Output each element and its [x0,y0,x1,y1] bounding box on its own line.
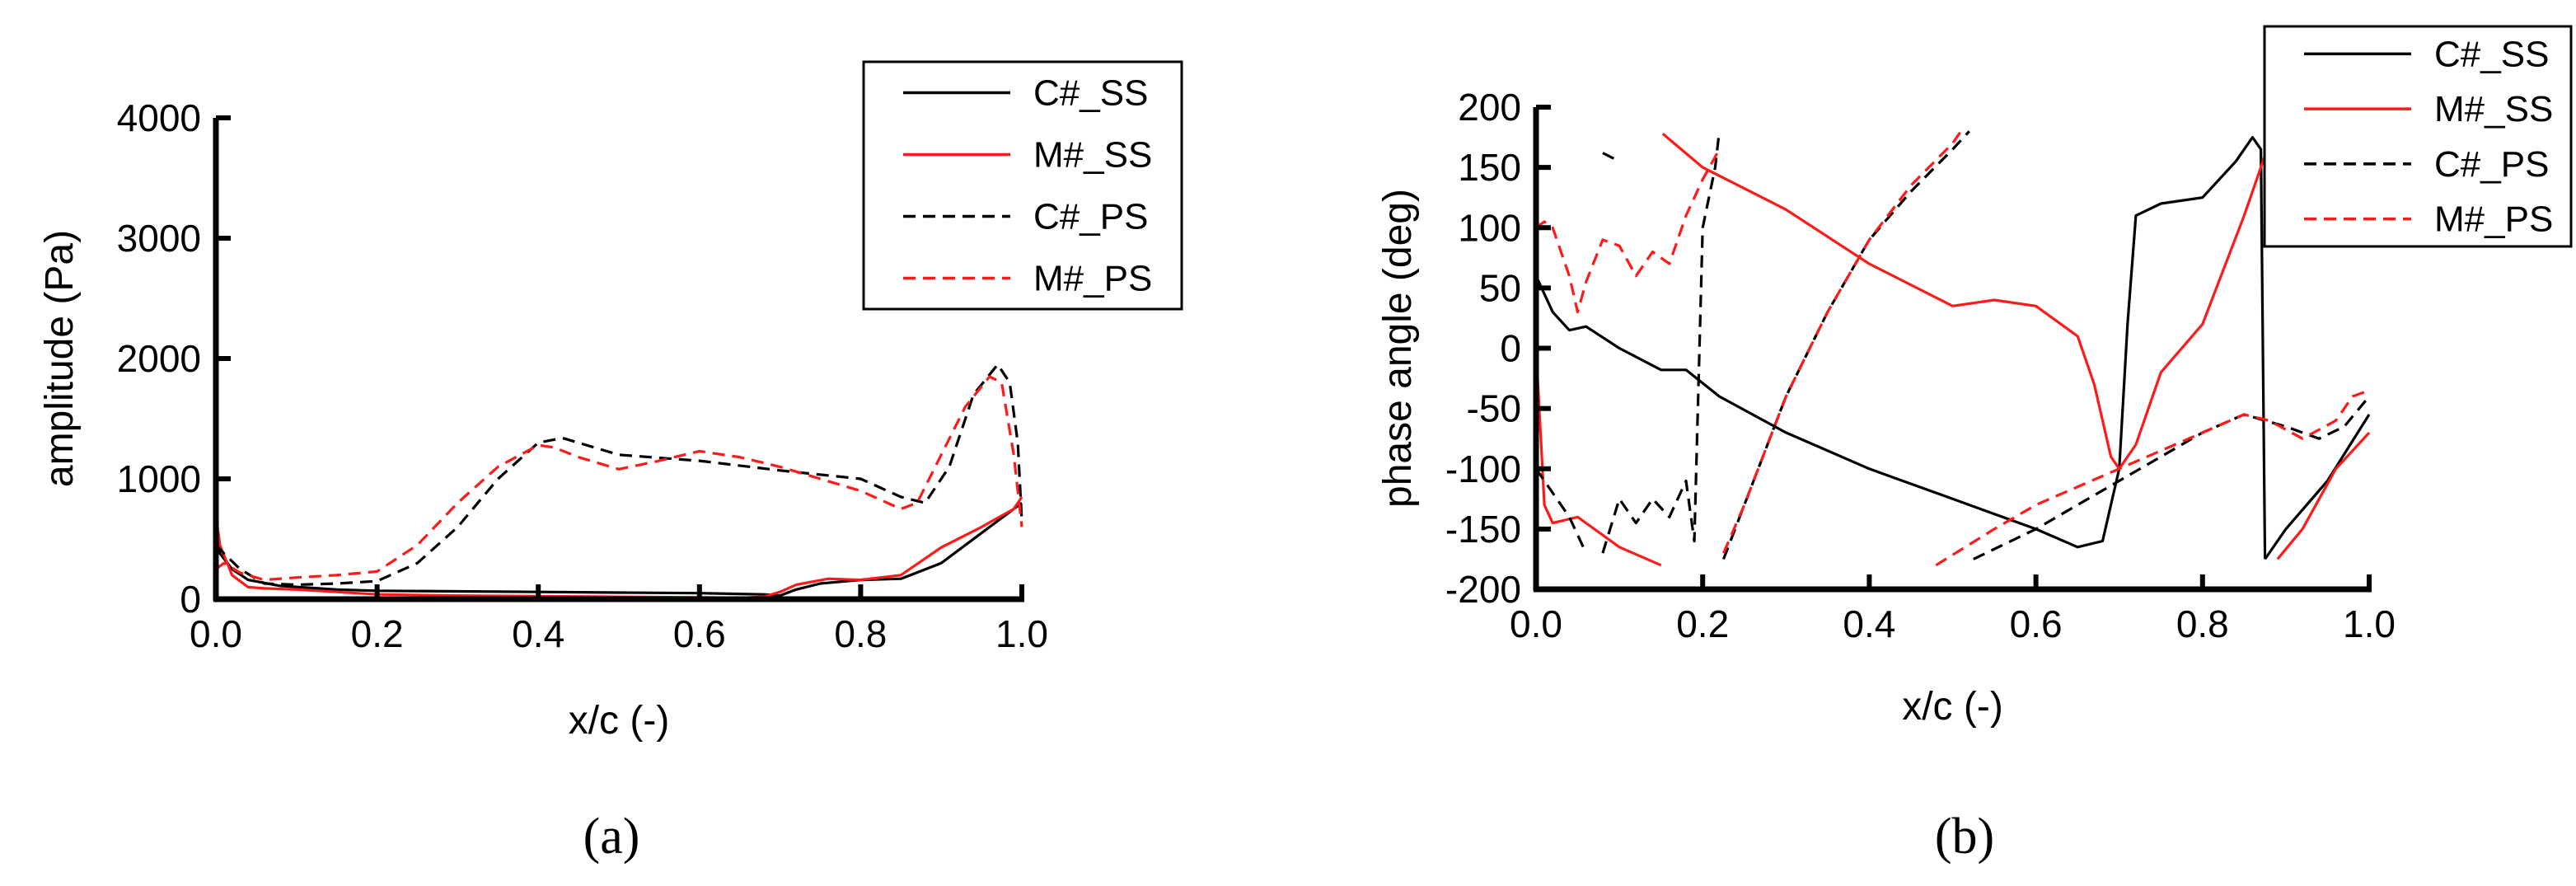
x-tick-label: 0.2 [1676,602,1729,645]
series-line-C_PS-3 [1722,130,1970,560]
series-line-C_SS-0 [214,501,1023,598]
y-tick-label: 4000 [117,96,201,139]
legend-label-C_SS: C#_SS [2434,34,2549,74]
series-line-M_PS-1 [1722,130,1962,554]
legend-label-C_SS: C#_SS [1033,73,1148,114]
x-tick-label: 0.6 [2010,602,2063,645]
x-tick-label: 1.0 [2343,602,2396,645]
y-tick-label: -200 [1445,568,1521,611]
series-line-M_SS-0 [214,496,1023,600]
y-tick-label: 150 [1458,146,1521,189]
panel-label: (b) [1935,809,1994,865]
y-tick-label: 1000 [117,457,201,500]
y-tick-label: 3000 [117,217,201,260]
series-line-M_SS-2 [2276,431,2371,560]
series-line-M_PS-0 [1535,148,1721,314]
x-tick-label: 0.8 [2176,602,2229,645]
legend: C#_SS M#_SS C#_PS M#_PS [2263,25,2573,248]
series-line-M_PS-0 [215,375,1023,582]
y-tick-label: -50 [1467,387,1521,430]
legend-label-M_SS: M#_SS [1033,135,1152,176]
panel-label: (a) [583,809,640,865]
legend-label-C_PS: C#_PS [2434,144,2549,185]
x-tick-label: 1.0 [995,612,1048,655]
series-line-C_SS-1 [2264,414,2371,560]
legend-box [862,60,1183,311]
series-line-C_PS-4 [1973,395,2371,560]
chart-panel-b: 0.0 0.2 0.4 0.6 0.8 1.0 -200 -150 -100 -50 0 50 100 1… [1376,25,2573,865]
y-axis-title: amplitude (Pa) [38,230,82,487]
y-tick-label: 200 [1458,86,1521,129]
y-tick-label: 50 [1479,266,1521,309]
x-tick-label: 0.4 [1843,602,1895,645]
y-tick-label: -150 [1445,508,1521,551]
y-tick-label: 100 [1458,206,1521,249]
series-line-C_PS-0 [214,363,1023,587]
y-tick-label: 0 [1500,327,1521,370]
x-tick-label: 0.8 [834,612,887,655]
legend-box [2263,25,2573,248]
legend-label-C_PS: C#_PS [1033,197,1148,237]
x-tick-label: 0.6 [673,612,726,655]
series-line-C_PS-2 [1601,131,1721,554]
x-tick-label: 0.0 [190,612,242,655]
x-tick-label: 0.2 [351,612,404,655]
legend-label-M_SS: M#_SS [2434,89,2553,129]
series-group [214,363,1023,600]
y-tick-label: -100 [1445,448,1521,490]
x-tick-label: 0.0 [1510,602,1562,645]
x-tick-label: 0.4 [512,612,564,655]
series-line-M_SS-1 [1661,132,2278,471]
legend-label-M_PS: M#_PS [1033,259,1152,299]
series-group [1534,130,2371,567]
chart-panel-a: 0.0 0.2 0.4 0.6 0.8 1.0 0 1000 2000 3000 4000 x/c (… [38,60,1183,865]
series-line-C_PS-0 [1534,467,1588,554]
legend: C#_SS M#_SS C#_PS M#_PS [862,60,1183,311]
series-line-M_SS-0 [1534,348,1662,567]
y-axis-title: phase angle (deg) [1376,189,1420,508]
y-tick-label: 0 [180,578,201,621]
x-axis-title: x/c (-) [569,699,670,743]
series-line-C_PS-1 [1602,152,1620,163]
y-tick-label: 2000 [117,337,201,380]
series-line-M_PS-2 [1935,389,2370,567]
x-axis-title: x/c (-) [1902,685,2003,729]
legend-label-M_PS: M#_PS [2434,199,2553,240]
